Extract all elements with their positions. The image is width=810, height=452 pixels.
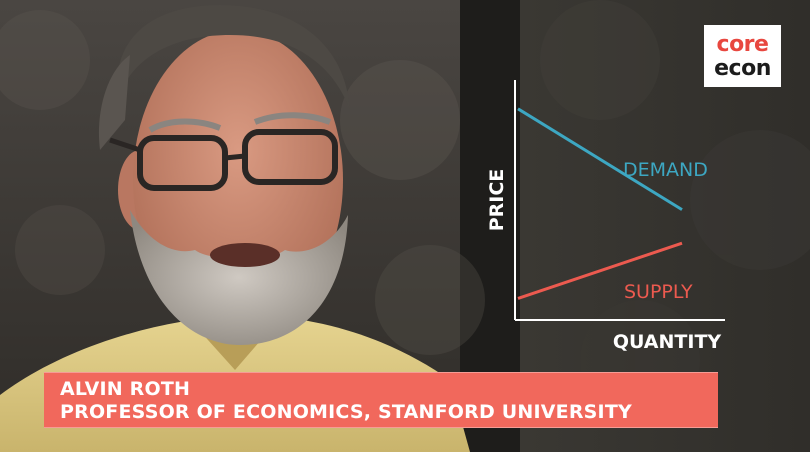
x-axis-label: QUANTITY <box>613 331 722 353</box>
supply-demand-chart: DEMAND SUPPLY PRICE QUANTITY <box>486 80 725 353</box>
speaker-name: ALVIN ROTH <box>60 378 191 400</box>
supply-line <box>517 241 683 300</box>
speaker-title: PROFESSOR OF ECONOMICS, STANFORD UNIVERS… <box>60 401 632 423</box>
foliage-texture <box>0 10 485 355</box>
y-axis-label: PRICE <box>486 169 508 232</box>
supply-label: SUPPLY <box>624 281 693 303</box>
logo-line-core: core <box>716 32 769 57</box>
demand-label: DEMAND <box>623 159 708 181</box>
lower-third-caption: ALVIN ROTH PROFESSOR OF ECONOMICS, STANF… <box>44 372 718 428</box>
logo-line-econ: econ <box>714 56 771 81</box>
core-econ-logo: core econ <box>704 25 781 87</box>
demand-line <box>517 107 683 211</box>
